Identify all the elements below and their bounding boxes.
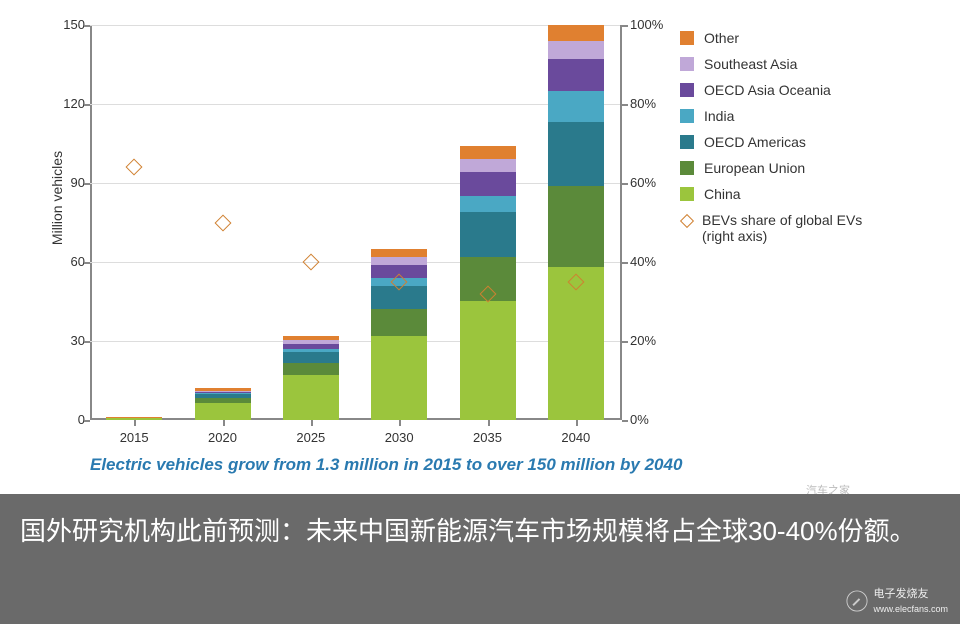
y-tick: 30 — [50, 333, 85, 348]
bar-segment — [371, 249, 427, 257]
legend-label: China — [704, 186, 741, 202]
legend-item: India — [680, 108, 882, 124]
bar-segment — [371, 257, 427, 265]
bar-segment — [460, 172, 516, 196]
plot-area — [90, 25, 620, 420]
bar-segment — [548, 122, 604, 185]
legend-item-bev: BEVs share of global EVs (right axis) — [680, 212, 882, 244]
x-tick: 2020 — [193, 430, 253, 445]
bar-segment — [548, 25, 604, 41]
right-axis — [620, 25, 622, 420]
legend-label: European Union — [704, 160, 805, 176]
bar-segment — [283, 336, 339, 340]
y-axis-label: Million vehicles — [49, 151, 65, 245]
y-tick: 0 — [50, 412, 85, 427]
chart-container: Million vehicles 0 30 60 90 120 150 0% 20% 40% 60… — [40, 10, 920, 490]
gridline — [90, 183, 620, 184]
legend: Other Southeast Asia OECD Asia Oceania Indi… — [680, 30, 882, 254]
y-tick: 60 — [50, 254, 85, 269]
bar-segment — [195, 394, 251, 398]
y-tick: 120 — [50, 96, 85, 111]
legend-label: India — [704, 108, 734, 124]
bar-segment — [283, 375, 339, 420]
brand-logo: 电子发烧友 www.elecfans.com — [846, 586, 948, 616]
bar-segment — [460, 196, 516, 212]
bar-segment — [195, 391, 251, 392]
bar-segment — [548, 41, 604, 59]
legend-label: OECD Asia Oceania — [704, 82, 831, 98]
y2-tick: 40% — [630, 254, 670, 269]
legend-swatch — [680, 135, 694, 149]
bar-segment — [460, 146, 516, 159]
bar-segment — [371, 309, 427, 335]
legend-swatch — [680, 109, 694, 123]
bar-segment — [283, 352, 339, 364]
bar-segment — [195, 392, 251, 394]
legend-swatch — [680, 161, 694, 175]
bar-segment — [460, 212, 516, 257]
bar-segment — [283, 349, 339, 352]
y2-tick: 60% — [630, 175, 670, 190]
bar-segment — [548, 91, 604, 123]
caption-bar: 国外研究机构此前预测：未来中国新能源汽车市场规模将占全球30-40%份额。 电子… — [0, 494, 960, 624]
bar-segment — [195, 393, 251, 394]
x-tick: 2030 — [369, 430, 429, 445]
legend-item: Other — [680, 30, 882, 46]
caption-text: 国外研究机构此前预测：未来中国新能源汽车市场规模将占全球30-40%份额。 — [20, 516, 916, 546]
y-tick: 150 — [50, 17, 85, 32]
legend-label: BEVs share of global EVs (right axis) — [702, 212, 882, 244]
legend-label: Southeast Asia — [704, 56, 797, 72]
legend-swatch — [680, 31, 694, 45]
bar — [195, 388, 251, 420]
legend-item: European Union — [680, 160, 882, 176]
logo-url: www.elecfans.com — [873, 603, 948, 617]
bar-segment — [106, 417, 162, 420]
bar — [548, 25, 604, 420]
gridline — [90, 25, 620, 26]
bar-segment — [371, 336, 427, 420]
y2-tick: 80% — [630, 96, 670, 111]
gridline — [90, 341, 620, 342]
bar — [283, 336, 339, 420]
y-tick: 90 — [50, 175, 85, 190]
y2-tick: 100% — [630, 17, 670, 32]
chart-subtitle: Electric vehicles grow from 1.3 million … — [90, 455, 682, 475]
x-tick: 2025 — [281, 430, 341, 445]
legend-swatch — [680, 187, 694, 201]
bar-segment — [283, 363, 339, 375]
legend-item: Southeast Asia — [680, 56, 882, 72]
bar-segment — [548, 186, 604, 268]
bar-segment — [283, 340, 339, 344]
y2-tick: 0% — [630, 412, 670, 427]
bar-segment — [460, 301, 516, 420]
logo-text: 电子发烧友 — [873, 586, 948, 603]
bar-segment — [195, 388, 251, 390]
bar-segment — [195, 403, 251, 420]
legend-swatch — [680, 57, 694, 71]
bar — [106, 417, 162, 420]
legend-label: Other — [704, 30, 739, 46]
legend-item: China — [680, 186, 882, 202]
x-tick: 2035 — [458, 430, 518, 445]
legend-label: OECD Americas — [704, 134, 806, 150]
bar-segment — [548, 59, 604, 91]
diamond-icon — [680, 214, 694, 228]
x-tick: 2040 — [546, 430, 606, 445]
bar-segment — [460, 159, 516, 172]
legend-item: OECD Americas — [680, 134, 882, 150]
bar-segment — [283, 344, 339, 349]
bar-segment — [195, 398, 251, 403]
y2-tick: 20% — [630, 333, 670, 348]
gridline — [90, 104, 620, 105]
pencil-icon — [846, 590, 868, 612]
legend-item: OECD Asia Oceania — [680, 82, 882, 98]
gridline — [90, 262, 620, 263]
legend-swatch — [680, 83, 694, 97]
bar — [460, 146, 516, 420]
x-tick: 2015 — [104, 430, 164, 445]
